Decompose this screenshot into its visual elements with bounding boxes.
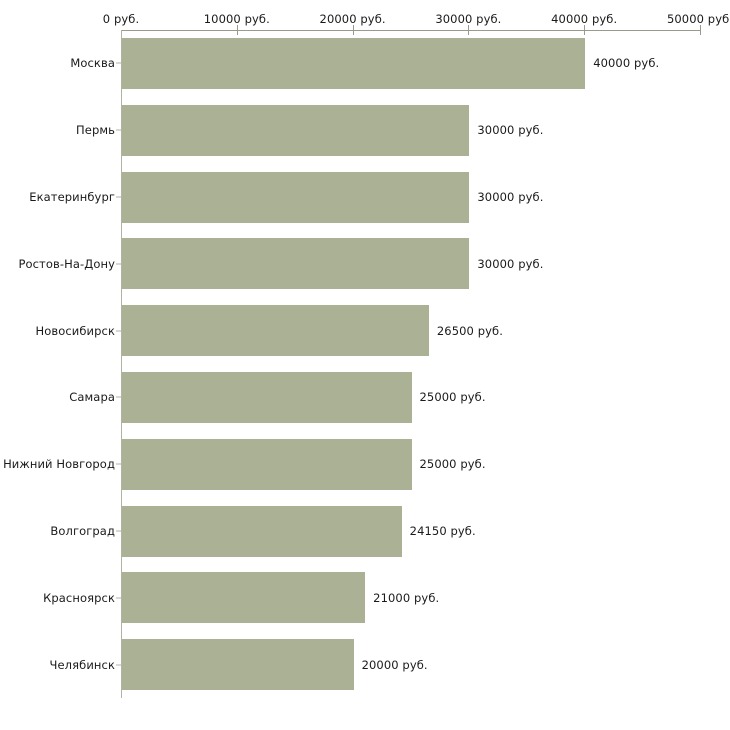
bar[interactable]: [122, 104, 470, 156]
bar-row[interactable]: Нижний Новгород 25000 руб.: [0, 438, 730, 490]
bar-value-label: 26500 руб.: [436, 323, 503, 338]
category-label: Пермь: [76, 123, 115, 138]
bar[interactable]: [122, 305, 429, 357]
y-axis-tick-mark: [116, 597, 122, 599]
y-axis-tick-mark: [116, 129, 122, 131]
y-axis-tick-mark: [116, 664, 122, 666]
category-label: Красноярск: [43, 590, 115, 605]
bar-value-label: 24150 руб.: [409, 524, 476, 538]
bar[interactable]: [122, 505, 402, 557]
bar-value-label: 30000 руб.: [477, 190, 544, 204]
bar[interactable]: [122, 572, 366, 624]
category-label: Ростов-На-Дону: [18, 256, 115, 271]
x-axis-line: [121, 30, 700, 31]
bar-value-label: 40000 руб.: [593, 56, 660, 71]
y-axis-tick-mark: [116, 396, 122, 398]
category-label: Новосибирск: [35, 323, 115, 338]
bar[interactable]: [122, 438, 412, 490]
bar-row[interactable]: Волгоград 24150 руб.: [0, 505, 730, 557]
bar[interactable]: [122, 371, 412, 423]
category-label: Москва: [70, 56, 115, 71]
x-axis-tick-label: 10000 руб.: [203, 12, 270, 26]
category-label: Нижний Новгород: [3, 457, 115, 472]
y-axis-tick-mark: [116, 62, 122, 64]
x-axis-tick-label: 20000 руб.: [319, 12, 386, 26]
bar-row[interactable]: Новосибирск 26500 руб.: [0, 305, 730, 357]
bar-value-label: 21000 руб.: [373, 590, 440, 605]
x-axis-tick-label: 0 руб.: [102, 12, 140, 26]
y-axis-tick-mark: [116, 263, 122, 265]
y-axis-tick-mark: [116, 463, 122, 465]
bar[interactable]: [122, 639, 354, 691]
x-axis-tick-mark: [584, 25, 586, 35]
x-axis-tick-label: 50000 руб.: [666, 12, 730, 26]
x-axis-tick-label: 30000 руб.: [435, 12, 502, 26]
y-axis-tick-mark: [116, 330, 122, 332]
category-label: Волгоград: [50, 524, 115, 538]
bar-row[interactable]: Самара 25000 руб.: [0, 371, 730, 423]
bar-value-label: 25000 руб.: [419, 390, 486, 405]
category-label: Челябинск: [49, 657, 115, 672]
y-axis-tick-mark: [116, 530, 122, 532]
category-label: Екатеринбург: [29, 190, 115, 204]
bar-value-label: 20000 руб.: [361, 657, 428, 672]
bar-row[interactable]: Челябинск 20000 руб.: [0, 639, 730, 691]
bar[interactable]: [122, 171, 470, 223]
x-axis-tick-mark: [352, 25, 354, 35]
bar-row[interactable]: Екатеринбург 30000 руб.: [0, 171, 730, 223]
x-axis-tick-mark: [236, 25, 238, 35]
x-axis-tick-mark: [700, 25, 701, 35]
bar-value-label: 30000 руб.: [477, 256, 544, 271]
y-axis-tick-mark: [116, 196, 122, 198]
bar-row[interactable]: Ростов-На-Дону 30000 руб.: [0, 238, 730, 290]
bar-row[interactable]: Пермь 30000 руб.: [0, 104, 730, 156]
category-label: Самара: [69, 390, 115, 405]
x-axis-tick-mark: [468, 25, 470, 35]
bar[interactable]: [122, 238, 470, 290]
bar-row[interactable]: Москва 40000 руб.: [0, 37, 730, 89]
bar-value-label: 25000 руб.: [419, 457, 486, 472]
x-axis-tick-label: 40000 руб.: [551, 12, 618, 26]
bar-value-label: 30000 руб.: [477, 123, 544, 138]
y-axis-line: [121, 30, 122, 698]
bar[interactable]: [122, 37, 586, 89]
bar-row[interactable]: Красноярск 21000 руб.: [0, 572, 730, 624]
